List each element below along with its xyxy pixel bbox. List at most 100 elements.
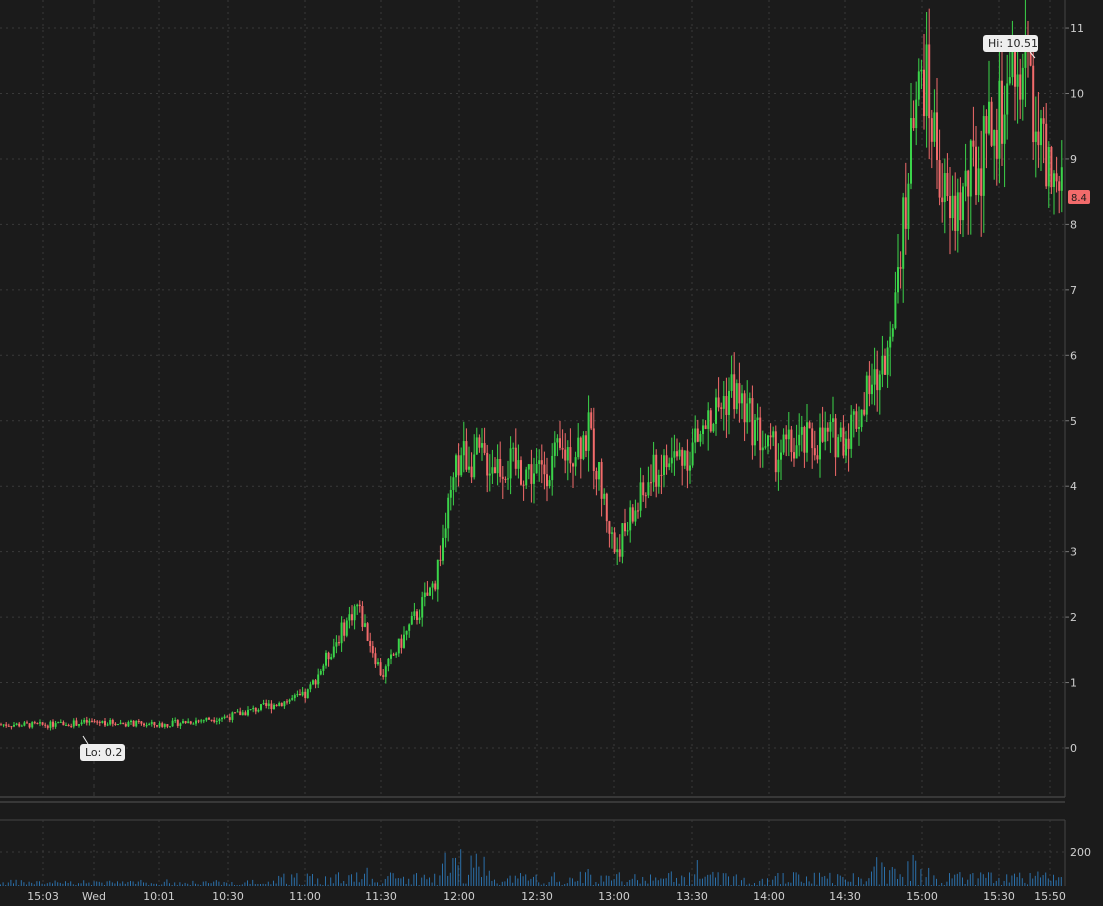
candle-body[interactable] — [525, 469, 528, 486]
candle-body[interactable] — [756, 417, 759, 421]
candle-body[interactable] — [179, 723, 182, 726]
candle-body[interactable] — [483, 443, 486, 453]
candle-body[interactable] — [15, 723, 18, 725]
candle-body[interactable] — [70, 726, 73, 728]
candle-body[interactable] — [754, 420, 756, 446]
candle-body[interactable] — [104, 721, 106, 726]
candle-body[interactable] — [816, 455, 819, 460]
candle-body[interactable] — [863, 409, 866, 415]
candle-body[interactable] — [429, 587, 431, 596]
candle-body[interactable] — [917, 71, 920, 100]
candle-body[interactable] — [470, 466, 473, 478]
candle-body[interactable] — [920, 69, 923, 72]
candle-body[interactable] — [878, 374, 881, 391]
candle-body[interactable] — [93, 721, 96, 723]
candle-body[interactable] — [618, 549, 621, 557]
candle-body[interactable] — [356, 604, 359, 607]
candle-body[interactable] — [418, 617, 421, 620]
candle-body[interactable] — [184, 721, 187, 724]
candle-body[interactable] — [322, 665, 325, 671]
candle-body[interactable] — [683, 450, 686, 466]
candle-body[interactable] — [751, 398, 754, 446]
candle-body[interactable] — [850, 414, 853, 449]
candle-body[interactable] — [148, 723, 151, 726]
candle-body[interactable] — [444, 528, 447, 538]
candle-body[interactable] — [340, 622, 343, 644]
candle-body[interactable] — [780, 452, 782, 460]
candle-body[interactable] — [673, 451, 676, 458]
candle-body[interactable] — [642, 482, 645, 496]
candle-body[interactable] — [930, 118, 933, 142]
candle-body[interactable] — [249, 709, 252, 711]
candle-body[interactable] — [226, 716, 229, 718]
candle-body[interactable] — [7, 725, 10, 727]
candle-body[interactable] — [67, 724, 70, 727]
candle-body[interactable] — [496, 458, 499, 474]
candle-body[interactable] — [330, 657, 333, 660]
candle-body[interactable] — [915, 99, 918, 129]
candle-body[interactable] — [1050, 146, 1053, 187]
candle-body[interactable] — [702, 425, 704, 435]
candle-body[interactable] — [231, 712, 234, 720]
candle-body[interactable] — [260, 704, 262, 710]
candle-body[interactable] — [1006, 83, 1009, 115]
candle-body[interactable] — [80, 722, 83, 725]
candle-body[interactable] — [39, 722, 41, 724]
candle-body[interactable] — [837, 437, 840, 458]
candle-body[interactable] — [715, 397, 717, 424]
candle-body[interactable] — [559, 438, 561, 448]
candle-body[interactable] — [46, 725, 49, 728]
candle-body[interactable] — [897, 267, 899, 293]
candle-body[interactable] — [889, 336, 892, 348]
candle-body[interactable] — [119, 722, 122, 725]
candle-body[interactable] — [278, 703, 281, 706]
candle-body[interactable] — [244, 712, 247, 716]
candle-body[interactable] — [522, 484, 525, 486]
candle-body[interactable] — [390, 654, 392, 659]
candle-body[interactable] — [707, 410, 710, 429]
candle-body[interactable] — [221, 718, 223, 720]
candle-body[interactable] — [223, 716, 226, 719]
candle-body[interactable] — [746, 403, 749, 423]
candle-body[interactable] — [5, 724, 8, 726]
candle-body[interactable] — [202, 720, 205, 722]
candle-body[interactable] — [564, 449, 567, 461]
candle-body[interactable] — [660, 474, 663, 476]
candle-body[interactable] — [876, 369, 879, 391]
candle-body[interactable] — [486, 452, 489, 476]
candle-body[interactable] — [972, 140, 975, 147]
candle-body[interactable] — [176, 720, 179, 726]
candle-body[interactable] — [868, 375, 871, 395]
candle-body[interactable] — [353, 606, 356, 621]
candle-body[interactable] — [130, 720, 132, 723]
candle-body[interactable] — [691, 442, 694, 466]
candle-body[interactable] — [847, 438, 850, 449]
candle-body[interactable] — [491, 467, 494, 474]
candle-body[interactable] — [275, 704, 278, 706]
candle-body[interactable] — [481, 443, 483, 448]
candle-body[interactable] — [117, 724, 119, 726]
candle-body[interactable] — [436, 559, 439, 590]
candle-body[interactable] — [101, 721, 104, 723]
candle-body[interactable] — [83, 719, 86, 723]
candle-body[interactable] — [499, 458, 502, 477]
candle-body[interactable] — [598, 462, 600, 480]
candle-body[interactable] — [98, 721, 101, 723]
candle-body[interactable] — [621, 523, 624, 557]
candle-body[interactable] — [140, 721, 143, 724]
candle-body[interactable] — [538, 460, 541, 464]
candle-body[interactable] — [197, 720, 200, 722]
candle-body[interactable] — [936, 112, 938, 161]
candle-body[interactable] — [933, 112, 936, 142]
candle-body[interactable] — [730, 374, 733, 391]
candle-body[interactable] — [78, 724, 80, 726]
candle-body[interactable] — [616, 549, 619, 553]
candle-body[interactable] — [907, 183, 910, 229]
candle-body[interactable] — [886, 347, 889, 375]
candle-body[interactable] — [795, 445, 798, 459]
candle-body[interactable] — [327, 652, 330, 660]
candle-body[interactable] — [681, 449, 684, 466]
candle-body[interactable] — [2, 724, 5, 726]
candle-body[interactable] — [871, 384, 873, 395]
candle-body[interactable] — [31, 722, 34, 728]
